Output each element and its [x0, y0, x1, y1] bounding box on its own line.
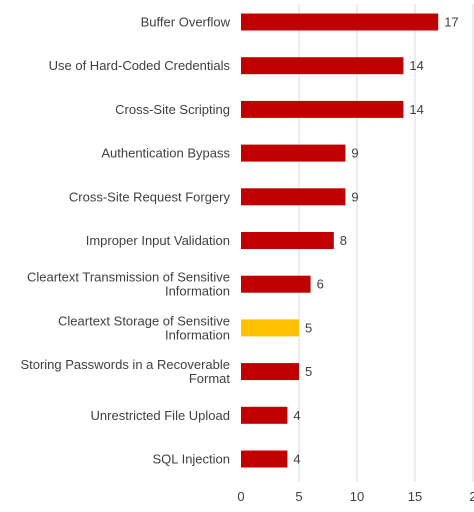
category-labels: Buffer Overflow Use of Hard-Coded Credent…	[20, 15, 230, 467]
bar	[241, 406, 288, 424]
bar	[241, 188, 346, 206]
value-label: 4	[293, 408, 300, 423]
bar	[241, 275, 311, 293]
value-label: 8	[340, 233, 347, 248]
category-label: Cross-Site Request Forgery	[69, 189, 231, 204]
value-label: 6	[317, 277, 324, 292]
category-label: Cleartext Transmission of Sensitive Infor…	[27, 270, 230, 299]
category-label-line: Information	[165, 284, 230, 299]
value-label: 5	[305, 364, 312, 379]
x-tick-label: 5	[295, 489, 302, 504]
bar	[241, 319, 299, 337]
category-label: Improper Input Validation	[86, 233, 230, 248]
category-label-line: Authentication Bypass	[101, 146, 230, 161]
category-label: Storing Passwords in a Recoverable Format	[20, 357, 230, 386]
x-axis-ticks: 0 5 10 15 2	[237, 489, 474, 504]
category-label: Cross-Site Scripting	[115, 102, 230, 117]
bar	[241, 232, 334, 249]
category-label-line: Cross-Site Scripting	[115, 102, 230, 117]
category-label: Unrestricted File Upload	[91, 408, 230, 423]
value-label: 5	[305, 320, 312, 335]
bar	[241, 450, 288, 468]
value-label: 17	[444, 15, 458, 30]
category-label: Use of Hard-Coded Credentials	[49, 58, 231, 73]
bar	[241, 13, 439, 31]
x-tick-label: 10	[350, 489, 364, 504]
bars	[241, 13, 439, 468]
category-label-line: Cleartext Transmission of Sensitive	[27, 270, 230, 285]
category-label: Cleartext Storage of Sensitive Informatio…	[58, 313, 230, 342]
bar	[241, 100, 404, 118]
category-label: Authentication Bypass	[101, 146, 230, 161]
value-label: 14	[409, 58, 423, 73]
value-label: 9	[351, 189, 358, 204]
category-label-line: Cross-Site Request Forgery	[69, 189, 231, 204]
category-label: SQL Injection	[152, 452, 230, 467]
value-label: 14	[409, 102, 423, 117]
category-label-line: Improper Input Validation	[86, 233, 230, 248]
category-label-line: SQL Injection	[152, 452, 230, 467]
category-label-line: Use of Hard-Coded Credentials	[49, 58, 231, 73]
category-label-line: Information	[165, 327, 230, 342]
category-label-line: Buffer Overflow	[141, 15, 231, 30]
value-labels: 17 14 14 9 9 8 6 5 5 4 4	[293, 15, 458, 467]
category-label: Buffer Overflow	[141, 15, 231, 30]
value-label: 4	[293, 452, 300, 467]
value-label: 9	[351, 146, 358, 161]
bar	[241, 363, 299, 381]
bar	[241, 144, 346, 162]
bar	[241, 57, 404, 75]
x-tick-label: 0	[237, 489, 244, 504]
x-tick-label: 15	[408, 489, 422, 504]
category-label-line: Cleartext Storage of Sensitive	[58, 313, 230, 328]
category-label-line: Unrestricted File Upload	[91, 408, 230, 423]
category-label-line: Storing Passwords in a Recoverable	[20, 357, 230, 372]
category-label-line: Format	[189, 371, 231, 386]
x-tick-label: 2	[469, 489, 474, 504]
